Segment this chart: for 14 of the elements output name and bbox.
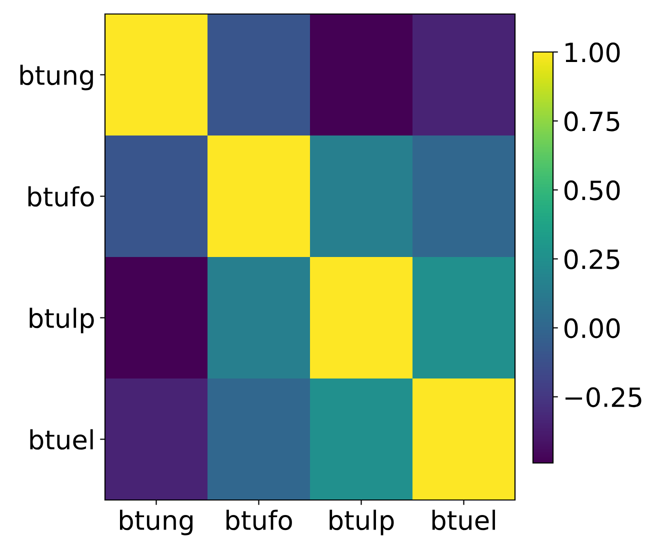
x-tick-label: btuel [432,510,495,530]
color-bar-label: 0.25 [564,249,620,270]
color-bar-label: 0.75 [564,111,620,132]
color-bar-label: 0.00 [564,318,620,338]
y-tick-label: btuel [30,429,93,450]
x-tick-label: btulp [330,510,394,536]
color-bar-label: −0.25 [566,387,642,408]
x-tick-label: btung [120,510,192,536]
y-tick-label: btulp [30,308,94,334]
x-tick-label: btufo [226,510,292,530]
y-tick-label: btufo [28,186,94,207]
color-bar-label: 0.50 [564,180,620,200]
color-bar-label: 1.00 [566,42,620,62]
y-tick-label: btung [20,64,93,90]
